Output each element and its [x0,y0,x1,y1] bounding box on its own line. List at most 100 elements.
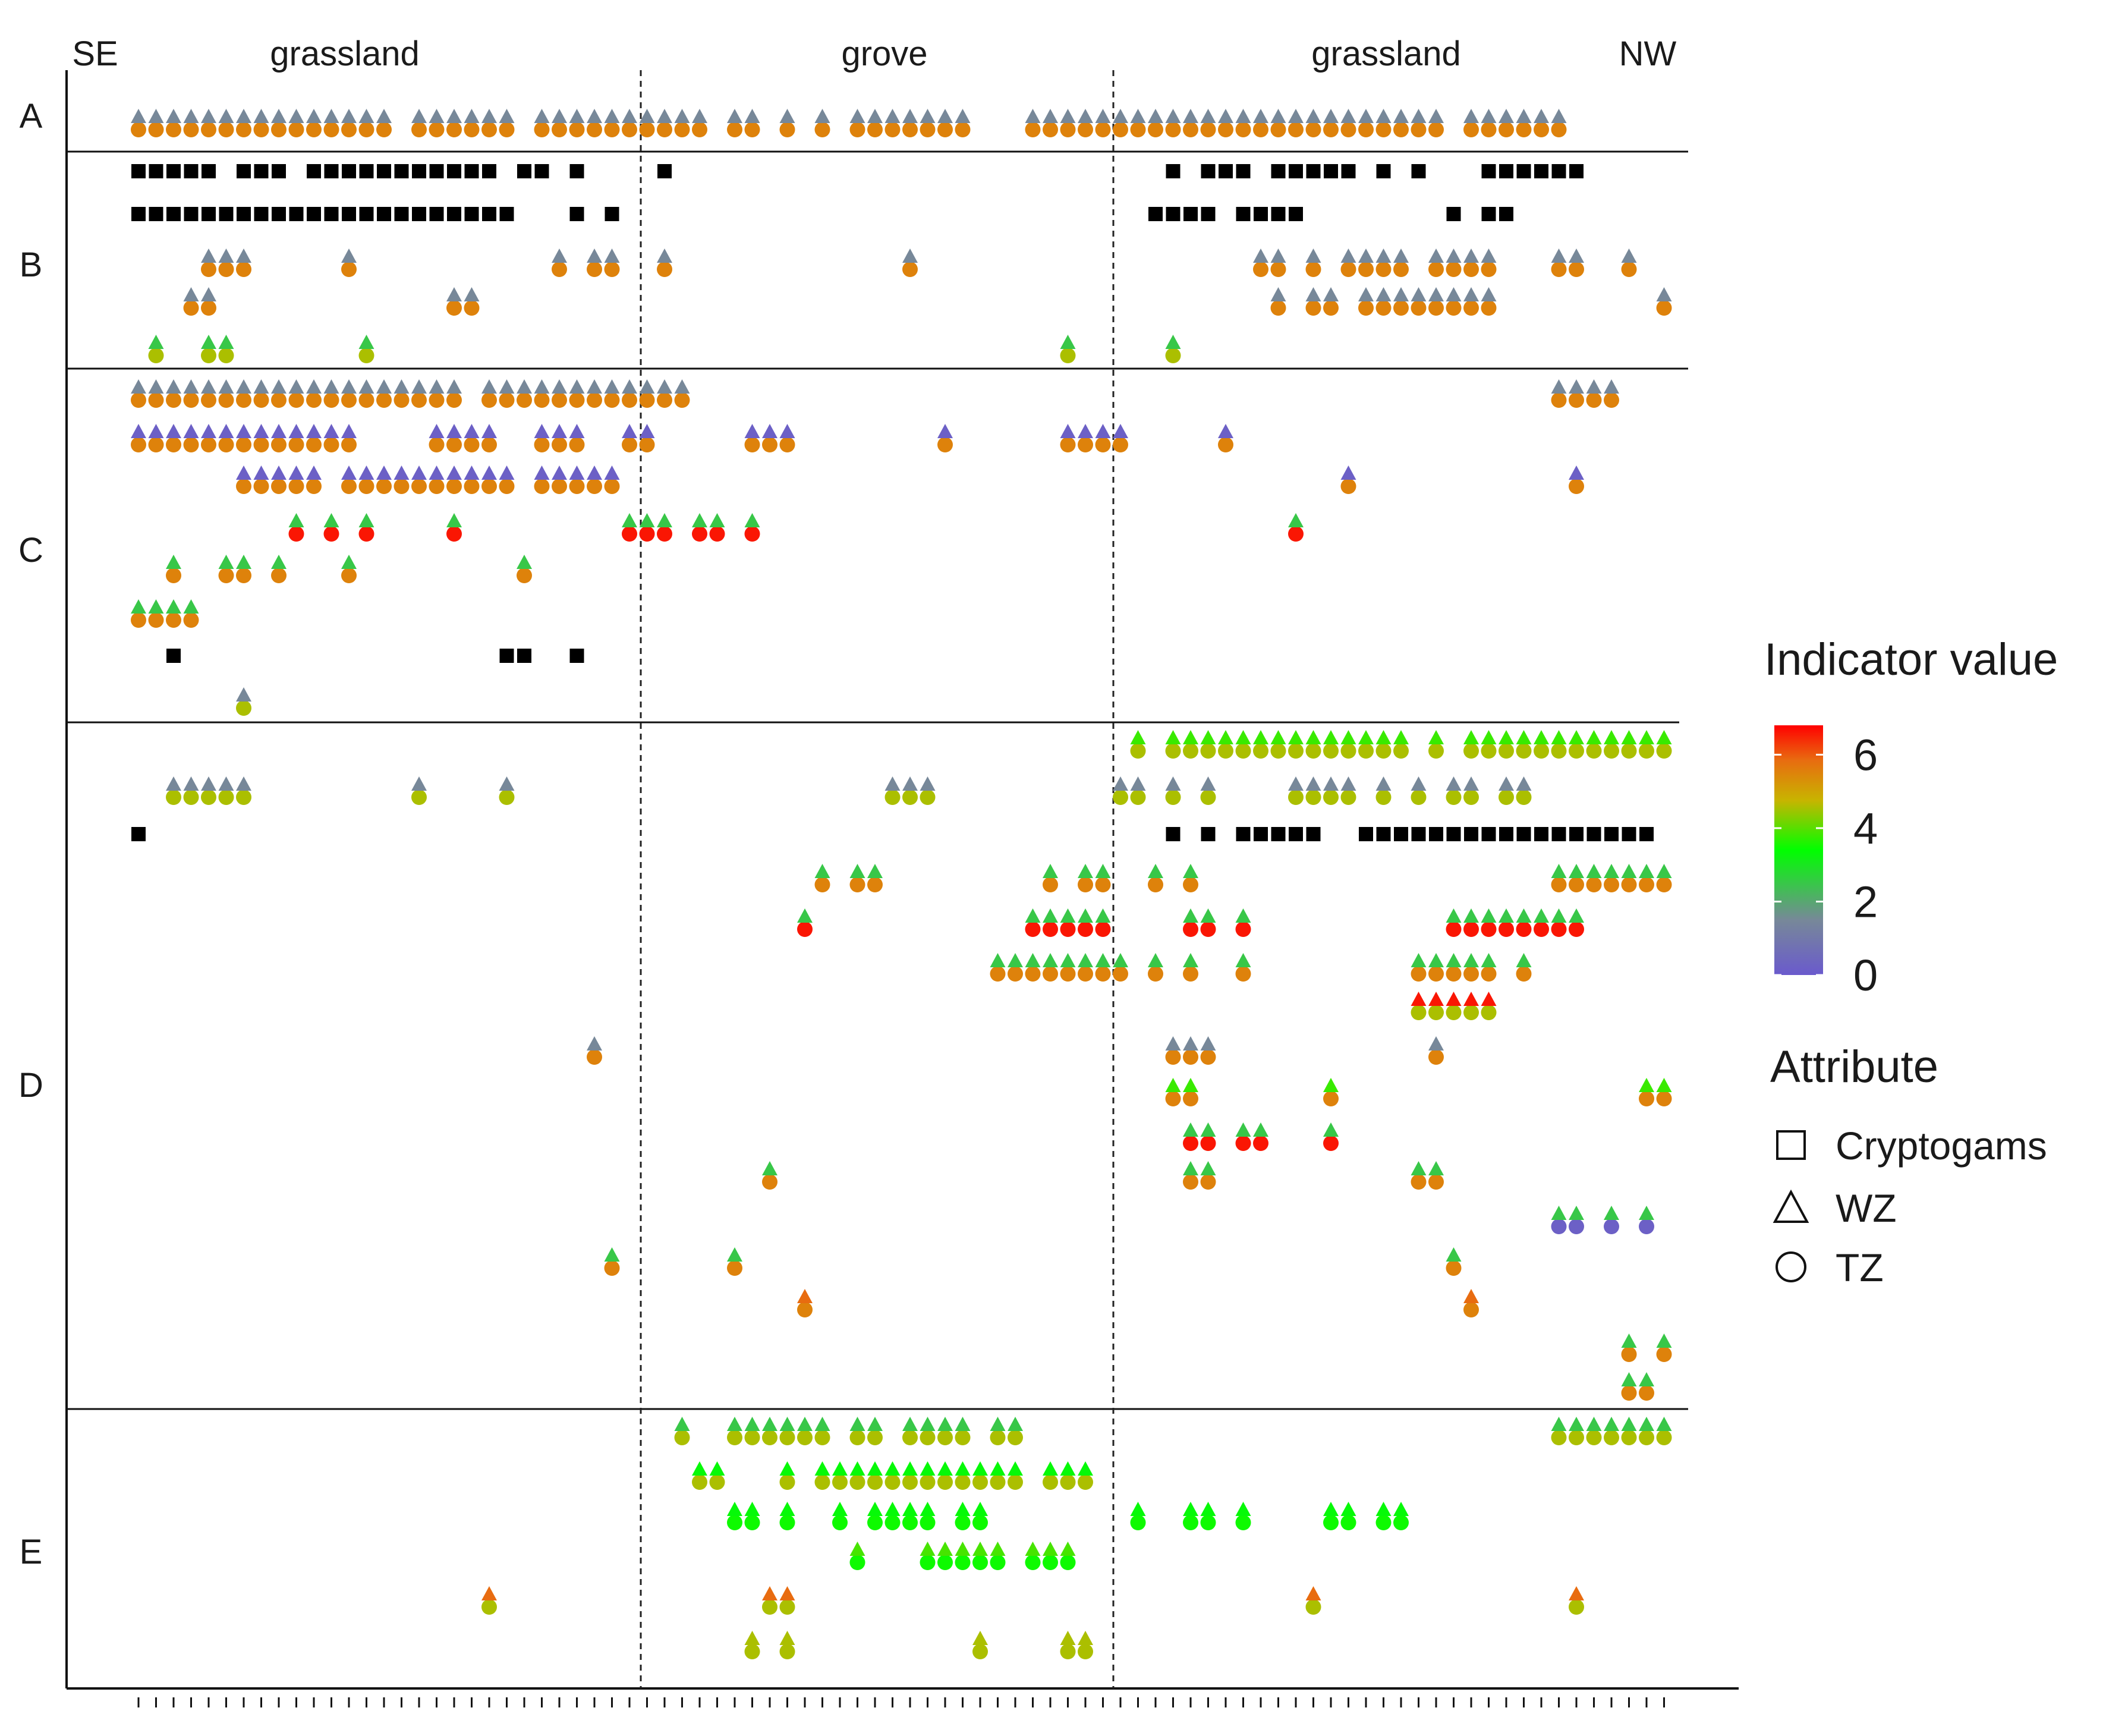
tz-circle [797,1302,813,1317]
tz-circle [1411,300,1427,316]
tz-circle [1516,922,1532,937]
legend-label-tz: TZ [1836,1246,1884,1290]
tz-circle [1218,122,1233,137]
cryptogam-square [1306,164,1321,178]
wz-triangle [814,864,830,878]
wz-triangle [1095,908,1111,923]
wz-triangle [1305,249,1321,263]
tz-circle [1200,1515,1216,1530]
tz-circle [306,392,322,408]
tz-circle [1253,743,1268,759]
tz-circle [1340,790,1356,805]
wz-triangle [1604,379,1619,394]
tz-circle [1148,122,1163,137]
wz-triangle [797,1289,813,1303]
tz-circle [1043,122,1058,137]
wz-triangle [1078,1631,1093,1645]
tz-circle [1078,922,1093,937]
tz-circle [972,1644,988,1659]
wz-triangle [920,1417,936,1431]
tz-circle [1183,966,1198,982]
wz-triangle [1235,730,1251,744]
wz-triangle [499,466,515,480]
tz-circle [1130,122,1146,137]
tz-circle [1499,922,1514,937]
wz-triangle [832,1502,848,1516]
wz-triangle [1463,953,1479,967]
tz-circle [1323,743,1339,759]
wz-triangle [288,424,304,438]
tz-circle [1340,479,1356,494]
tz-circle [902,790,918,805]
tz-circle [674,122,690,137]
wz-triangle [814,1417,830,1431]
cryptogam-square [1289,827,1303,841]
wz-triangle [972,1461,988,1476]
tz-circle [674,392,690,408]
tz-circle [376,479,392,494]
wz-triangle [1586,864,1602,878]
tz-circle [1340,122,1356,137]
tz-circle [1604,1219,1619,1234]
tz-circle [411,392,427,408]
wz-triangle [1639,730,1654,744]
cryptogam-square [534,164,549,178]
tz-circle [902,262,918,277]
wz-triangle [429,424,445,438]
wz-triangle [569,424,585,438]
tz-circle [1428,1174,1444,1190]
wz-triangle [1183,908,1198,923]
tz-circle [1621,743,1637,759]
wz-triangle [867,1502,883,1516]
tz-circle [1200,790,1216,805]
wz-triangle [499,776,515,791]
wz-triangle [587,249,602,263]
tz-circle [1586,877,1602,892]
cryptogam-square [1429,827,1443,841]
wz-triangle [1569,1586,1584,1600]
wz-triangle [1183,1161,1198,1175]
wz-triangle [1305,287,1321,301]
tz-circle [534,392,550,408]
tz-circle [604,1260,620,1276]
wz-triangle [236,687,251,702]
cryptogam-square [202,207,216,221]
tz-circle [1604,877,1619,892]
cryptogam-square [569,207,584,221]
tz-circle [990,966,1006,982]
wz-triangle [271,466,287,480]
wz-triangle [411,109,427,123]
tz-circle [587,262,602,277]
wz-triangle [446,513,462,527]
cryptogam-square [569,649,584,663]
tz-circle [1569,1430,1584,1445]
tz-circle [727,1515,742,1530]
wz-triangle [517,379,532,394]
tz-circle [937,122,953,137]
wz-triangle [481,466,497,480]
tz-circle [1078,122,1093,137]
wz-triangle [1270,287,1286,301]
cryptogam-square [1551,827,1566,841]
tz-circle [271,568,287,583]
wz-triangle [937,1542,953,1556]
wz-triangle [744,424,760,438]
tz-circle [183,300,199,316]
wz-triangle [1446,953,1462,967]
tz-circle [376,392,392,408]
tz-circle [1130,790,1146,805]
tz-circle [1183,877,1198,892]
wz-triangle [1516,908,1532,923]
tz-circle [955,1430,971,1445]
tz-circle [236,392,251,408]
tz-circle [1446,262,1462,277]
tz-circle [639,122,655,137]
tz-circle [1165,790,1181,805]
tz-circle [1113,790,1128,805]
wz-triangle [1393,287,1409,301]
wz-triangle [849,1417,865,1431]
wz-triangle [148,379,164,394]
tz-circle [1305,300,1321,316]
tz-circle [341,392,357,408]
tz-circle [1428,300,1444,316]
